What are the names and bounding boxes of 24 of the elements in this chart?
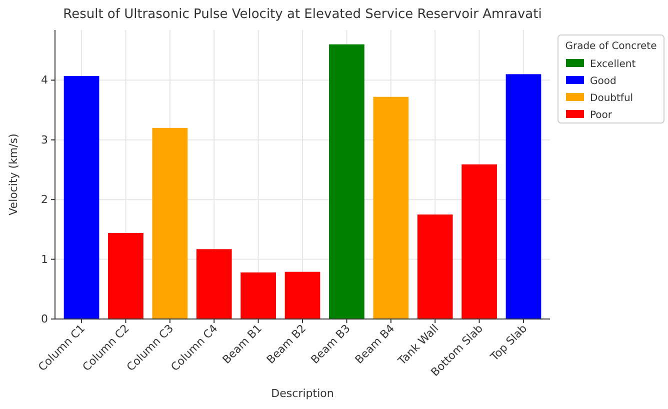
y-tick-label: 3 <box>41 133 48 146</box>
bar <box>462 164 497 319</box>
bar <box>506 74 542 319</box>
bar <box>152 128 188 319</box>
y-tick-label: 1 <box>41 252 48 266</box>
bar <box>417 214 453 319</box>
legend-title: Grade of Concrete <box>565 41 657 52</box>
bar <box>64 76 100 319</box>
y-tick-label: 2 <box>41 193 48 206</box>
legend-label: Excellent <box>590 59 636 70</box>
legend-label: Poor <box>590 110 613 121</box>
bar <box>196 249 232 319</box>
bar <box>240 272 276 319</box>
bar <box>108 233 144 319</box>
bar <box>284 272 320 319</box>
y-axis-title: Velocity (km/s) <box>7 134 20 216</box>
y-tick-label: 0 <box>41 312 48 326</box>
bar <box>329 44 364 319</box>
legend-label: Good <box>590 76 616 87</box>
chart-title: Result of Ultrasonic Pulse Velocity at Elevated Service Reservoir Amravati <box>63 7 542 22</box>
bar <box>373 96 409 319</box>
y-tick-label: 4 <box>41 74 48 87</box>
legend-label: Doubtful <box>590 93 634 104</box>
x-axis-title: Description <box>271 387 334 400</box>
